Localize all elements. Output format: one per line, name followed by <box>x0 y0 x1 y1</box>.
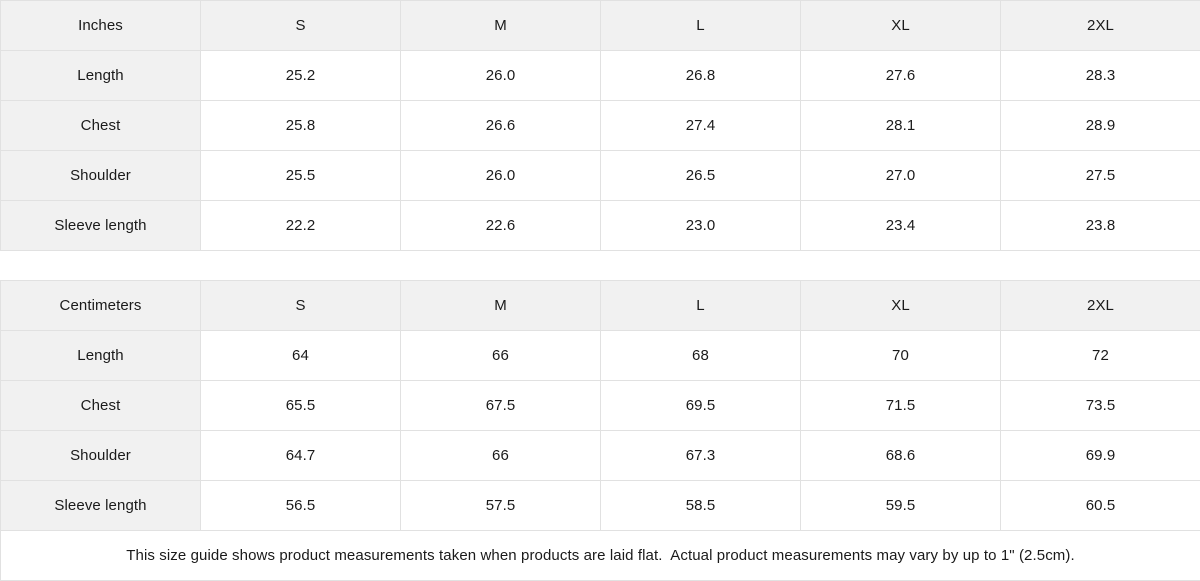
row-label-length: Length <box>1 51 201 101</box>
value-cell: 67.5 <box>401 381 601 431</box>
table-row: Length 25.2 26.0 26.8 27.6 28.3 <box>1 51 1200 101</box>
size-header-l: L <box>601 1 801 51</box>
value-cell: 59.5 <box>801 481 1001 531</box>
value-cell: 57.5 <box>401 481 601 531</box>
value-cell: 23.8 <box>1001 201 1200 251</box>
value-cell: 73.5 <box>1001 381 1200 431</box>
table-row: Sleeve length 22.2 22.6 23.0 23.4 23.8 <box>1 201 1200 251</box>
row-label-length: Length <box>1 331 201 381</box>
value-cell: 27.6 <box>801 51 1001 101</box>
value-cell: 26.5 <box>601 151 801 201</box>
value-cell: 71.5 <box>801 381 1001 431</box>
value-cell: 60.5 <box>1001 481 1200 531</box>
table-row: Shoulder 25.5 26.0 26.5 27.0 27.5 <box>1 151 1200 201</box>
row-label-shoulder: Shoulder <box>1 431 201 481</box>
value-cell: 28.1 <box>801 101 1001 151</box>
row-label-sleeve-length: Sleeve length <box>1 481 201 531</box>
size-guide-footnote-row: This size guide shows product measuremen… <box>1 531 1200 581</box>
table-row: Shoulder 64.7 66 67.3 68.6 69.9 <box>1 431 1200 481</box>
value-cell: 26.8 <box>601 51 801 101</box>
header-row-inches: Inches S M L XL 2XL <box>1 1 1200 51</box>
value-cell: 66 <box>401 431 601 481</box>
value-cell: 66 <box>401 331 601 381</box>
row-label-chest: Chest <box>1 381 201 431</box>
size-header-2xl: 2XL <box>1001 281 1200 331</box>
value-cell: 69.9 <box>1001 431 1200 481</box>
size-header-s: S <box>201 281 401 331</box>
value-cell: 72 <box>1001 331 1200 381</box>
value-cell: 56.5 <box>201 481 401 531</box>
value-cell: 25.8 <box>201 101 401 151</box>
size-header-s: S <box>201 1 401 51</box>
row-label-sleeve-length: Sleeve length <box>1 201 201 251</box>
size-guide-footnote: This size guide shows product measuremen… <box>1 531 1200 581</box>
value-cell: 64 <box>201 331 401 381</box>
value-cell: 26.0 <box>401 51 601 101</box>
header-row-centimeters: Centimeters S M L XL 2XL <box>1 281 1200 331</box>
value-cell: 70 <box>801 331 1001 381</box>
value-cell: 65.5 <box>201 381 401 431</box>
table-row: Chest 65.5 67.5 69.5 71.5 73.5 <box>1 381 1200 431</box>
value-cell: 27.0 <box>801 151 1001 201</box>
value-cell: 26.0 <box>401 151 601 201</box>
size-header-m: M <box>401 281 601 331</box>
value-cell: 64.7 <box>201 431 401 481</box>
size-header-m: M <box>401 1 601 51</box>
table-row: Length 64 66 68 70 72 <box>1 331 1200 381</box>
value-cell: 28.3 <box>1001 51 1200 101</box>
table-row: Sleeve length 56.5 57.5 58.5 59.5 60.5 <box>1 481 1200 531</box>
table-row: Chest 25.8 26.6 27.4 28.1 28.9 <box>1 101 1200 151</box>
value-cell: 27.5 <box>1001 151 1200 201</box>
unit-header-centimeters: Centimeters <box>1 281 201 331</box>
value-cell: 22.6 <box>401 201 601 251</box>
value-cell: 28.9 <box>1001 101 1200 151</box>
value-cell: 58.5 <box>601 481 801 531</box>
value-cell: 67.3 <box>601 431 801 481</box>
value-cell: 68.6 <box>801 431 1001 481</box>
unit-header-inches: Inches <box>1 1 201 51</box>
value-cell: 68 <box>601 331 801 381</box>
size-header-xl: XL <box>801 281 1001 331</box>
value-cell: 23.0 <box>601 201 801 251</box>
value-cell: 25.2 <box>201 51 401 101</box>
value-cell: 22.2 <box>201 201 401 251</box>
value-cell: 27.4 <box>601 101 801 151</box>
table-spacer-row <box>1 251 1200 281</box>
value-cell: 26.6 <box>401 101 601 151</box>
table-spacer-cell <box>1 251 1200 281</box>
value-cell: 69.5 <box>601 381 801 431</box>
value-cell: 23.4 <box>801 201 1001 251</box>
size-header-xl: XL <box>801 1 1001 51</box>
row-label-shoulder: Shoulder <box>1 151 201 201</box>
size-header-2xl: 2XL <box>1001 1 1200 51</box>
value-cell: 25.5 <box>201 151 401 201</box>
row-label-chest: Chest <box>1 101 201 151</box>
size-header-l: L <box>601 281 801 331</box>
